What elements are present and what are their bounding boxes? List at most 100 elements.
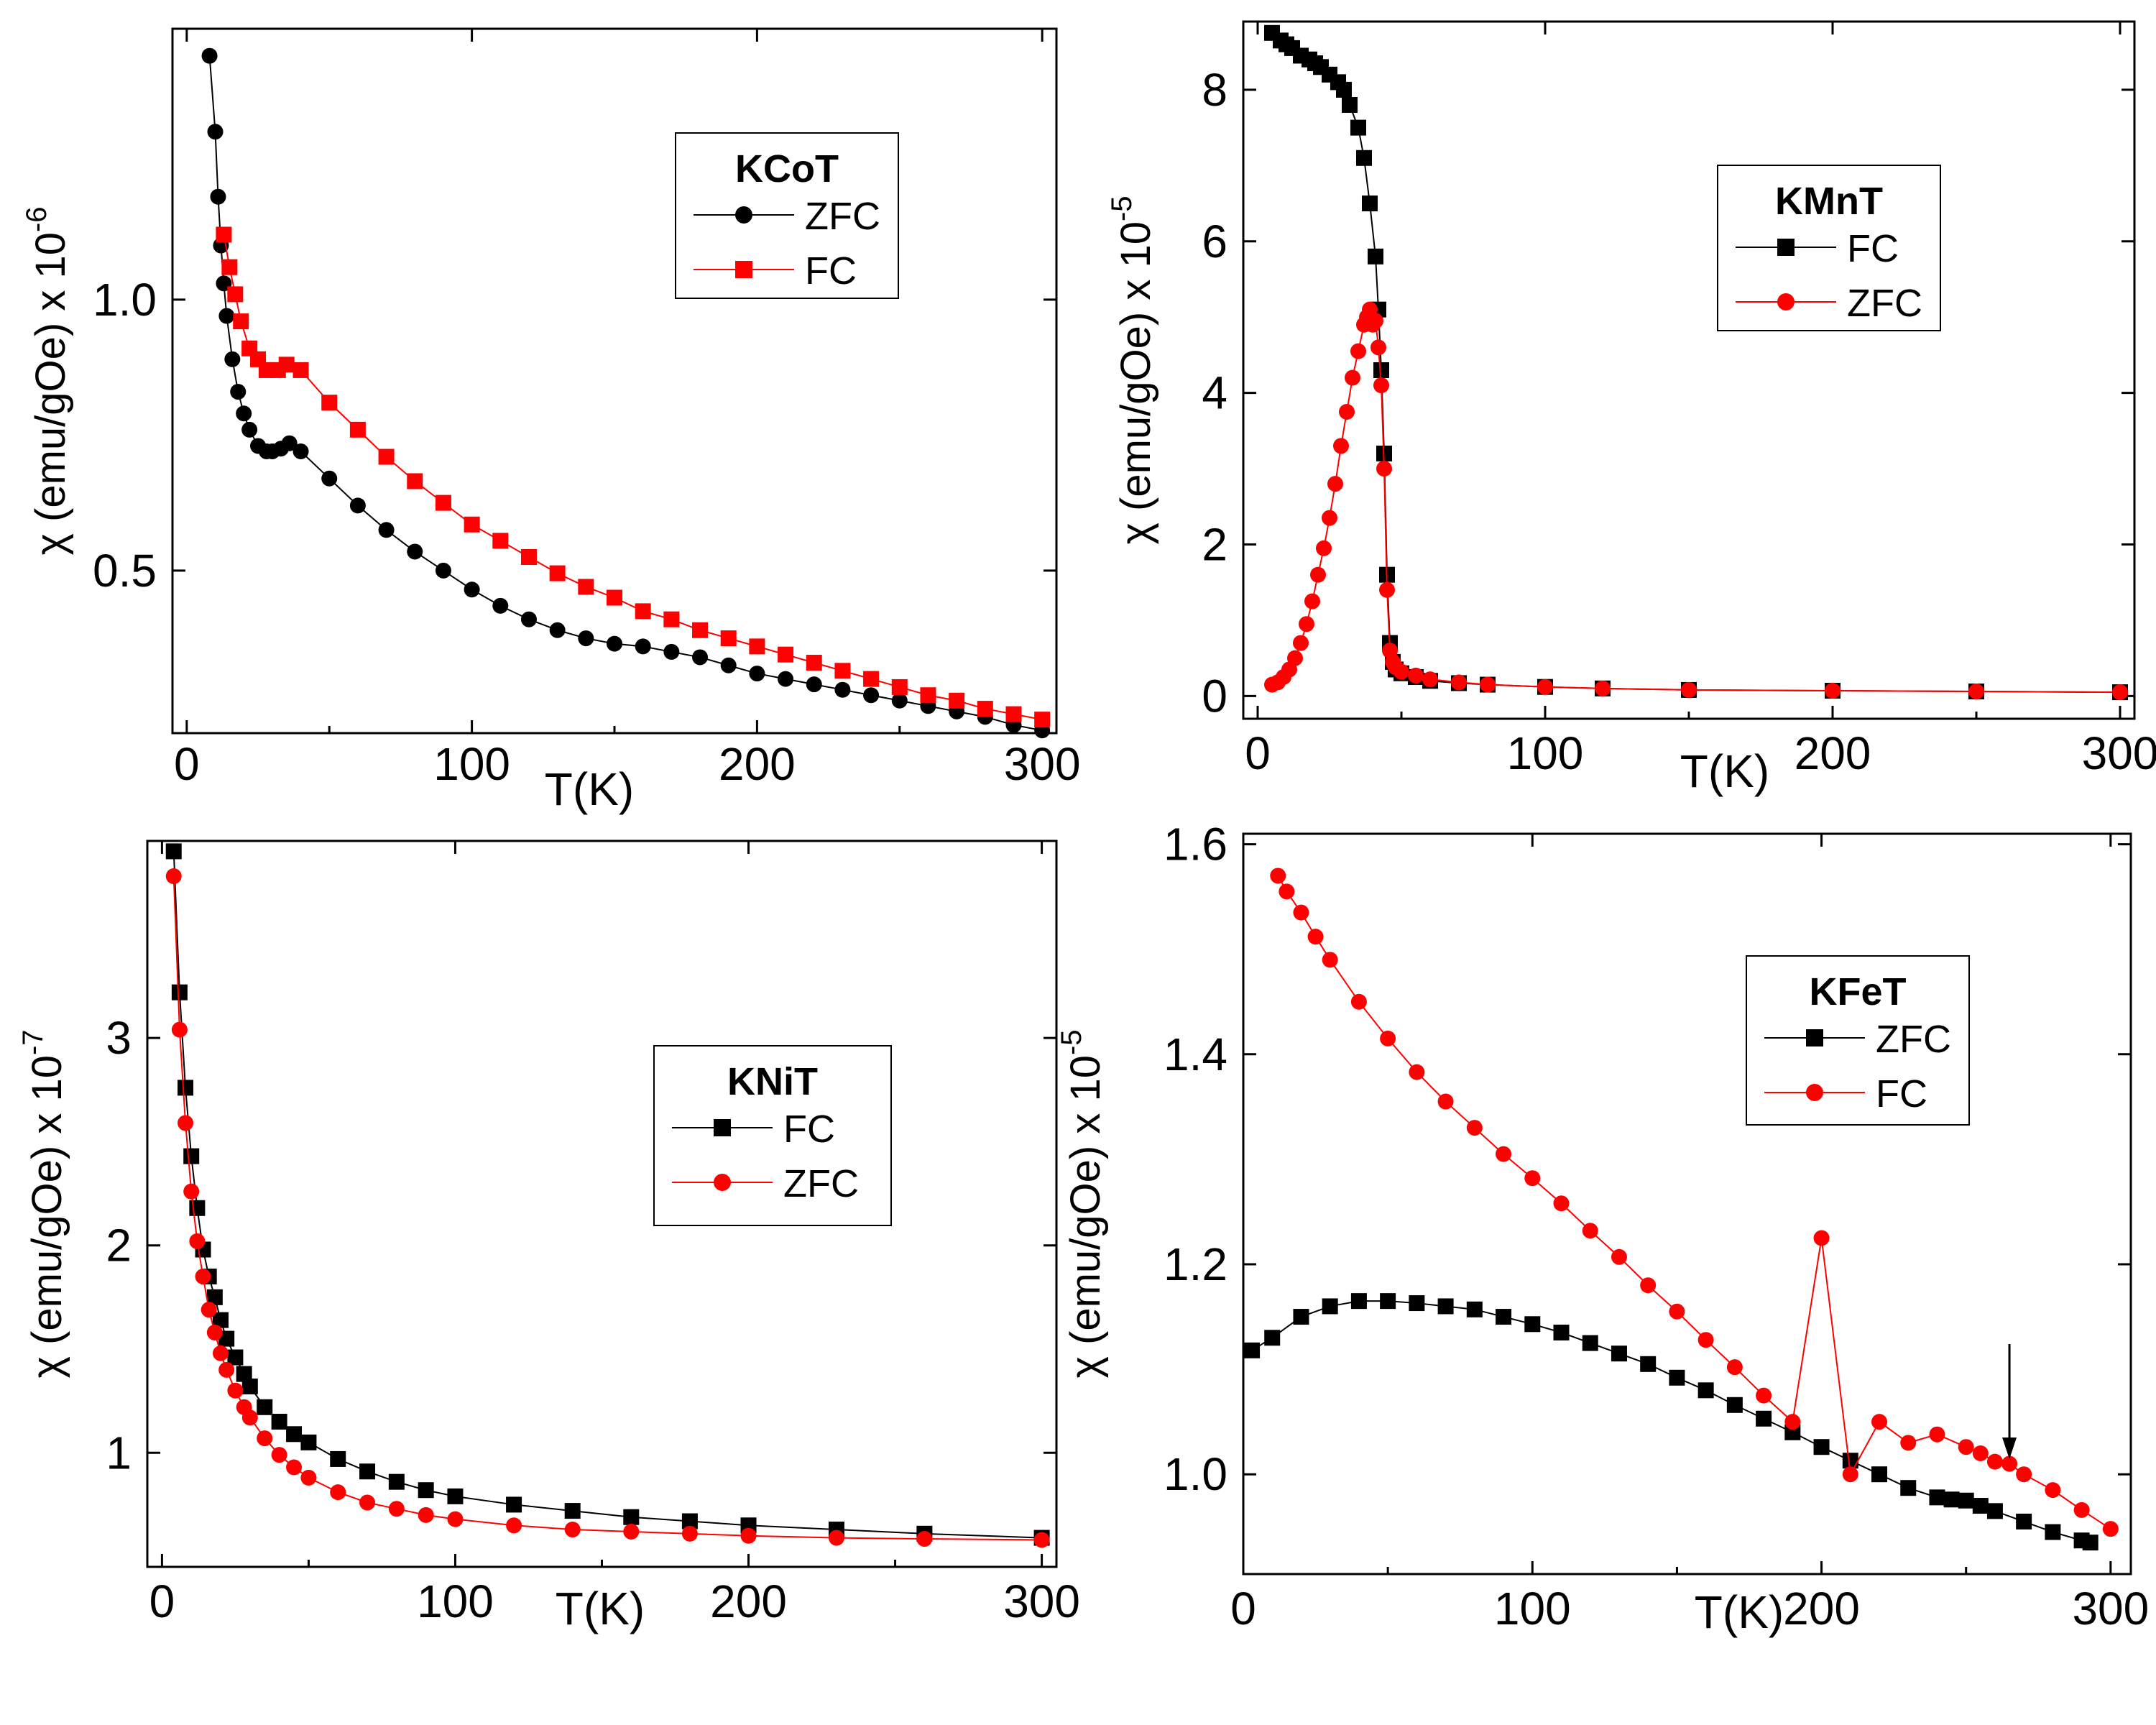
data-point: [834, 681, 851, 698]
data-point: [564, 1503, 581, 1519]
data-point: [1726, 1359, 1743, 1376]
x-tick-label: 100: [433, 738, 510, 790]
data-point: [749, 638, 765, 655]
series-zfc: [201, 47, 1051, 739]
legend-marker: [1806, 1084, 1823, 1101]
data-point: [1813, 1230, 1830, 1246]
data-point: [1466, 1120, 1483, 1136]
data-point: [806, 655, 822, 671]
data-point: [1451, 674, 1467, 691]
x-tick-label: 0: [149, 1576, 175, 1627]
data-point: [1958, 1439, 1974, 1455]
x-axis-label: T(K): [1680, 745, 1769, 797]
series-line: [1271, 32, 2121, 694]
data-point: [681, 1513, 698, 1530]
data-point: [407, 473, 423, 489]
data-point: [165, 868, 182, 885]
data-point: [1496, 1146, 1512, 1162]
legend-marker: [1777, 293, 1795, 310]
data-point: [1287, 650, 1303, 666]
y-axis-label-text: χ (emu/gOe) x 10: [1112, 221, 1159, 545]
series-line: [1277, 875, 2111, 1530]
data-point: [1553, 1324, 1570, 1340]
data-point: [1640, 1277, 1657, 1294]
data-point: [183, 1148, 200, 1164]
data-point: [1409, 1295, 1425, 1312]
data-point: [1842, 1466, 1858, 1483]
data-point: [171, 984, 188, 1000]
data-point: [349, 497, 366, 514]
data-point: [278, 356, 295, 373]
data-point: [286, 1426, 303, 1443]
data-point: [300, 1434, 317, 1450]
data-point: [1972, 1445, 1989, 1461]
y-tick-label: 1.4: [1164, 1029, 1227, 1080]
data-point: [2045, 1482, 2061, 1499]
y-tick-label: 1.0: [93, 274, 157, 326]
y-axis-label: χ (emu/gOe) x 10-5: [1056, 1029, 1109, 1378]
data-point: [271, 1414, 287, 1430]
data-point: [1524, 1170, 1541, 1187]
data-point: [1958, 1492, 1974, 1509]
data-point: [1393, 663, 1409, 680]
data-point: [863, 671, 880, 687]
data-point: [828, 1530, 844, 1546]
y-tick-label: 3: [106, 1012, 132, 1064]
data-point: [663, 643, 680, 660]
legend-marker: [1777, 239, 1795, 256]
data-point: [1005, 706, 1022, 722]
data-point: [492, 533, 509, 549]
x-axis-label: T(K): [556, 1583, 645, 1634]
data-point: [749, 666, 765, 682]
data-point: [1316, 540, 1332, 556]
data-point: [221, 259, 238, 275]
data-point: [257, 1430, 273, 1447]
data-point: [692, 649, 709, 666]
data-point: [1376, 461, 1392, 477]
data-point: [1322, 510, 1337, 526]
data-point: [549, 622, 566, 638]
data-point: [321, 470, 338, 487]
data-point: [1813, 1439, 1830, 1455]
y-axis-label-text: χ (emu/gOe) x 10: [24, 1055, 70, 1379]
y-axis-label-text: χ (emu/gOe) x 10: [1062, 1055, 1109, 1379]
data-point: [1756, 1387, 1772, 1404]
data-point: [1929, 1489, 1945, 1506]
data-point: [1582, 1223, 1598, 1239]
data-point: [2102, 1521, 2119, 1537]
data-point: [201, 1302, 217, 1318]
y-tick-label: 4: [1202, 367, 1227, 419]
data-point: [330, 1484, 346, 1501]
transition-arrow: [2002, 1344, 2017, 1459]
data-point: [216, 226, 232, 243]
y-axis-label-text: χ (emu/gOe) x 10: [27, 232, 74, 556]
y-axis-label: χ (emu/gOe) x 10-7: [17, 1029, 70, 1378]
legend: KCoT ZFC FC: [675, 132, 899, 299]
data-point: [635, 638, 651, 655]
legend-marker: [735, 206, 752, 224]
data-point: [171, 1021, 188, 1038]
data-point: [1669, 1369, 1685, 1386]
legend-label: FC: [1876, 1072, 1927, 1116]
series-zfc: [165, 868, 1050, 1548]
data-point: [778, 646, 794, 663]
data-point: [920, 687, 936, 704]
data-point: [1480, 676, 1496, 693]
data-point: [1972, 1498, 1989, 1514]
data-point: [1825, 682, 1841, 699]
data-point: [300, 1469, 317, 1486]
data-point: [321, 395, 338, 411]
data-point: [206, 1289, 223, 1305]
data-point: [1380, 1293, 1396, 1310]
x-axis-label: T(K): [545, 763, 634, 815]
data-point: [359, 1494, 376, 1511]
data-point: [520, 611, 537, 627]
data-point: [1336, 81, 1352, 98]
data-point: [1034, 712, 1051, 728]
data-point: [891, 692, 908, 709]
data-point: [1299, 616, 1314, 632]
data-point: [1681, 681, 1697, 698]
data-point: [681, 1525, 698, 1542]
legend-label: ZFC: [805, 195, 880, 238]
